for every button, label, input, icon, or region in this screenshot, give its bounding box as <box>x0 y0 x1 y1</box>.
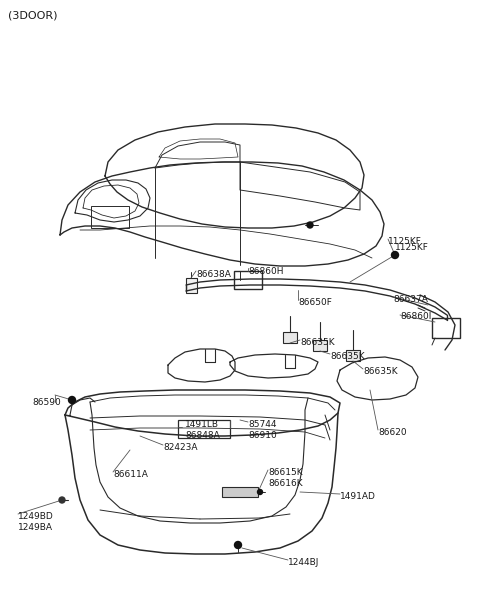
Text: 86611A: 86611A <box>113 470 148 479</box>
Circle shape <box>69 397 75 403</box>
Text: 86848A: 86848A <box>185 431 220 440</box>
Bar <box>222 487 258 497</box>
Text: 1249BD: 1249BD <box>18 512 54 521</box>
Text: (3DOOR): (3DOOR) <box>8 10 58 20</box>
Text: 86910: 86910 <box>248 431 277 440</box>
Text: 86635K: 86635K <box>330 352 365 361</box>
Text: 1491LB: 1491LB <box>185 420 219 429</box>
Text: 86615K: 86615K <box>268 468 302 477</box>
Circle shape <box>257 490 263 495</box>
Text: 86590: 86590 <box>32 398 61 407</box>
Text: 1125KF: 1125KF <box>388 237 422 246</box>
Text: 1125KF: 1125KF <box>395 243 429 252</box>
Bar <box>283 332 297 343</box>
Text: 86637A: 86637A <box>393 295 428 304</box>
Text: 86860I: 86860I <box>400 312 432 321</box>
Bar <box>346 350 360 361</box>
Bar <box>186 278 197 293</box>
Circle shape <box>307 222 313 228</box>
Text: 86616K: 86616K <box>268 479 302 488</box>
Circle shape <box>392 251 398 259</box>
Text: 85744: 85744 <box>248 420 276 429</box>
Bar <box>432 318 460 338</box>
Bar <box>178 420 230 438</box>
Text: 86620: 86620 <box>378 428 407 437</box>
Text: 86638A: 86638A <box>196 270 231 279</box>
Text: 86635K: 86635K <box>300 338 335 347</box>
Text: 1491AD: 1491AD <box>340 492 376 501</box>
Circle shape <box>59 497 65 503</box>
Text: 86635K: 86635K <box>363 367 397 376</box>
Text: 1249BA: 1249BA <box>18 523 53 532</box>
Text: 82423A: 82423A <box>163 443 197 452</box>
Bar <box>91 206 129 228</box>
Bar <box>234 271 262 289</box>
Circle shape <box>235 541 241 549</box>
Bar <box>313 340 327 351</box>
Text: 1244BJ: 1244BJ <box>288 558 319 567</box>
Text: 86650F: 86650F <box>298 298 332 307</box>
Text: 86860H: 86860H <box>248 267 284 276</box>
